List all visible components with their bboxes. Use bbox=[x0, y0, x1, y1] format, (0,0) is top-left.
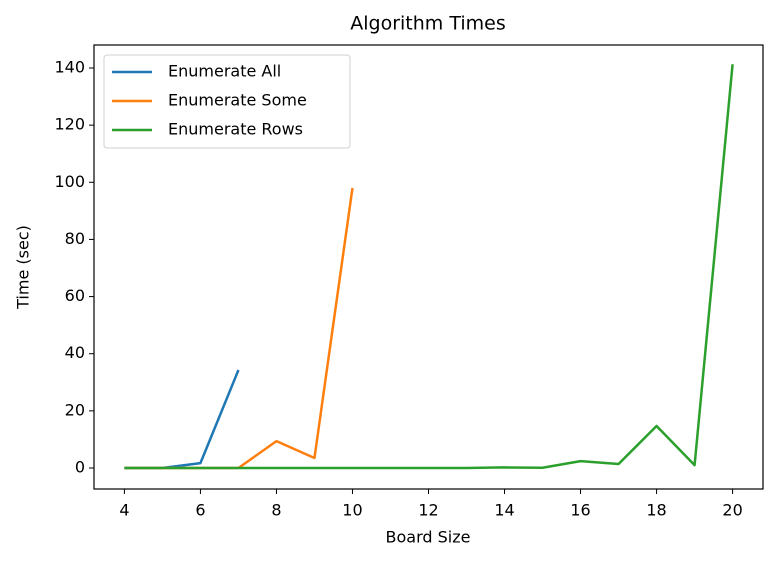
x-tick-label: 12 bbox=[418, 501, 438, 520]
legend-label: Enumerate Some bbox=[168, 91, 307, 110]
chart-title: Algorithm Times bbox=[350, 13, 506, 35]
legend-label: Enumerate All bbox=[168, 62, 281, 81]
line-series bbox=[124, 187, 354, 470]
legend-box bbox=[103, 54, 351, 149]
x-axis-label: Board Size bbox=[386, 528, 471, 547]
y-tick-label: 40 bbox=[65, 343, 85, 362]
y-tick-label: 140 bbox=[54, 58, 85, 77]
line-series bbox=[124, 369, 240, 470]
x-tick-label: 4 bbox=[119, 501, 129, 520]
x-tick-label: 18 bbox=[646, 501, 666, 520]
x-tick-label: 20 bbox=[722, 501, 742, 520]
plot-frame bbox=[93, 44, 764, 490]
x-tick-label: 10 bbox=[342, 501, 362, 520]
legend-label: Enumerate Rows bbox=[168, 120, 303, 139]
y-tick-label: 80 bbox=[65, 229, 85, 248]
y-tick-label: 100 bbox=[54, 172, 85, 191]
y-tick-label: 0 bbox=[75, 458, 85, 477]
x-tick-label: 6 bbox=[195, 501, 205, 520]
x-tick-label: 8 bbox=[271, 501, 281, 520]
y-tick-label: 20 bbox=[65, 400, 85, 419]
x-tick-label: 16 bbox=[570, 501, 590, 520]
y-axis-label: Time (sec) bbox=[14, 225, 33, 310]
line-series bbox=[124, 64, 734, 470]
x-tick-label: 14 bbox=[494, 501, 514, 520]
y-tick-label: 60 bbox=[65, 286, 85, 305]
y-tick-label: 120 bbox=[54, 115, 85, 134]
